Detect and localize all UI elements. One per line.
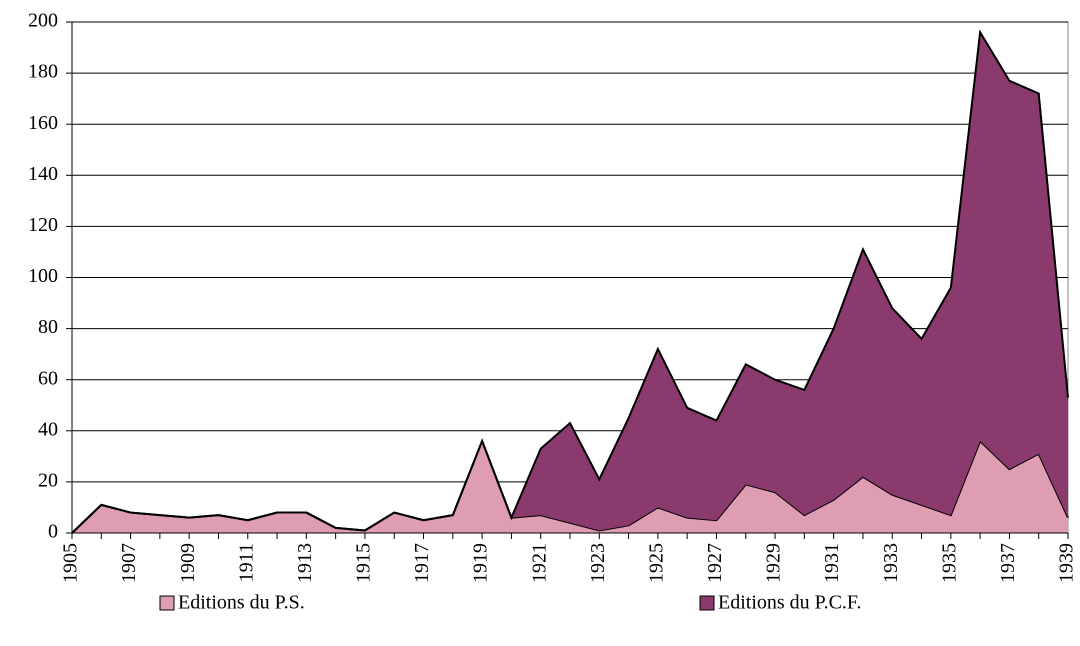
x-tick-label: 1921 [528,543,550,583]
x-tick-label: 1935 [938,543,960,583]
x-tick-label: 1937 [997,543,1019,583]
y-tick-label: 80 [38,316,58,338]
y-tick-label: 120 [28,214,58,236]
y-tick-label: 40 [38,418,58,440]
y-tick-label: 200 [28,10,58,32]
x-tick-label: 1913 [294,543,316,583]
x-tick-label: 1919 [470,543,492,583]
y-tick-label: 0 [48,521,58,543]
x-tick-label: 1939 [1056,543,1078,583]
y-tick-label: 160 [28,112,58,134]
area [72,32,1068,533]
x-tick-label: 1923 [587,543,609,583]
x-tick-label: 1905 [60,543,82,583]
x-tick-label: 1909 [177,543,199,583]
legend-label: Editions du P.S. [178,592,305,614]
y-tick-label: 140 [28,163,58,185]
x-tick-label: 1927 [704,543,726,583]
x-tick-label: 1931 [821,543,843,583]
y-tick-label: 100 [28,265,58,287]
area-line [71,29,1069,534]
y-tick-label: 60 [38,367,58,389]
x-tick-label: 1907 [118,543,140,583]
area [72,441,1068,533]
legend-swatch [699,595,715,611]
legend-swatch [159,595,175,611]
y-tick-label: 20 [38,469,58,491]
legend-label: Editions du P.C.F. [718,592,861,614]
x-tick-label: 1933 [880,543,902,583]
x-tick-label: 1929 [763,543,785,583]
x-tick-label: 1917 [411,543,433,583]
x-tick-label: 1911 [235,543,257,582]
y-tick-label: 180 [28,61,58,83]
x-tick-label: 1925 [645,543,667,583]
x-tick-label: 1915 [353,543,375,583]
